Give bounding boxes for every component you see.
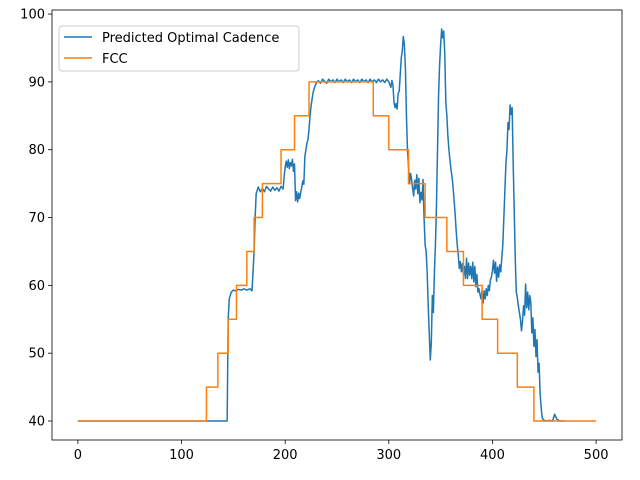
y-tick-label: 60 [28, 279, 45, 294]
legend-label: Predicted Optimal Cadence [102, 31, 279, 46]
y-tick-label: 80 [28, 143, 45, 158]
legend-label: FCC [102, 52, 128, 67]
x-tick-label: 100 [169, 448, 194, 463]
y-tick-label: 50 [28, 347, 45, 362]
series-line-fcc [77, 81, 597, 422]
y-tick-label: 100 [20, 8, 45, 23]
legend: Predicted Optimal Cadence FCC [58, 25, 300, 72]
x-tick-label: 200 [273, 448, 298, 463]
x-tick-label: 300 [376, 448, 401, 463]
x-tick-label: 400 [480, 448, 505, 463]
plot-area [52, 10, 622, 440]
legend-box [58, 25, 300, 72]
series-lines [77, 28, 597, 422]
x-tick-label: 0 [74, 448, 82, 463]
y-tick-label: 90 [28, 75, 45, 90]
x-tick-label: 500 [584, 448, 609, 463]
y-tick-label: 70 [28, 211, 45, 226]
plot-frame [51, 9, 623, 441]
series-line-predicted-optimal-cadence [77, 28, 565, 422]
y-tick-label: 40 [28, 415, 45, 430]
axes: 0 100 200 300 400 500 40 50 60 70 80 90 100 [20, 8, 623, 463]
